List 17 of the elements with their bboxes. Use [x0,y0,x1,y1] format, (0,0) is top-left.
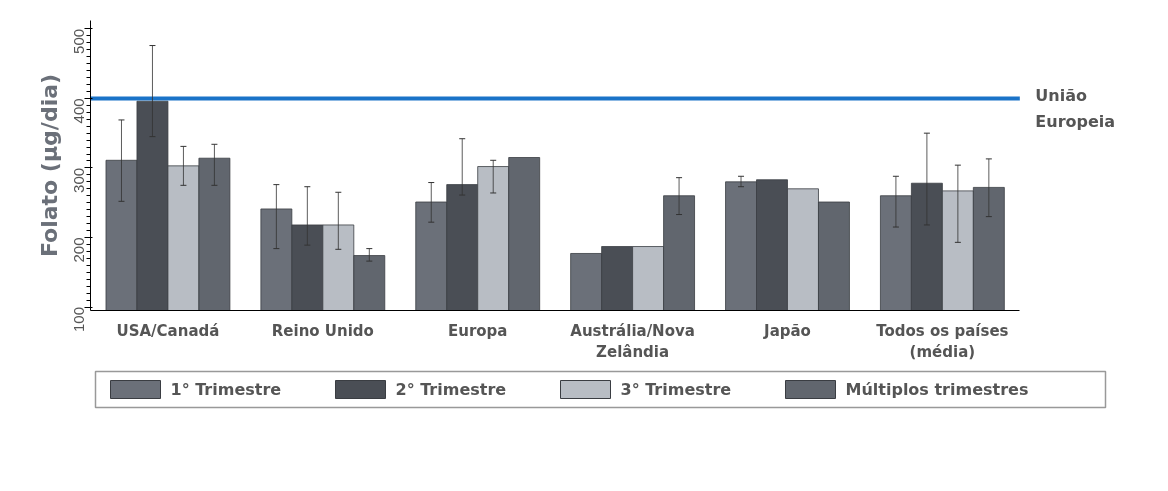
y-tick-label: 300 [70,167,88,193]
y-axis-title: Folato (µg/dia) [36,73,62,258]
x-tick-label: Austrália/Nova Zelândia [570,321,695,362]
y-tick-label: 100 [70,307,88,333]
x-tick-label: Japão [763,321,811,340]
legend-label: 1° Trimestre [170,380,282,399]
y-tick-label: 500 [70,28,88,54]
x-tick-label: Todos os países (média) [876,321,1009,362]
ref-line-label: União Europeia [1035,85,1116,132]
legend-label: 3° Trimestre [620,380,732,399]
x-tick-label: USA/Canadá [116,321,220,340]
y-tick-label: 200 [70,237,88,263]
legend-label: Múltiplos trimestres [845,380,1029,399]
x-tick-label: Reino Unido [271,321,374,340]
x-tick-label: Europa [447,321,508,340]
legend-label: 2° Trimestre [395,380,507,399]
y-tick-label: 400 [70,98,88,124]
